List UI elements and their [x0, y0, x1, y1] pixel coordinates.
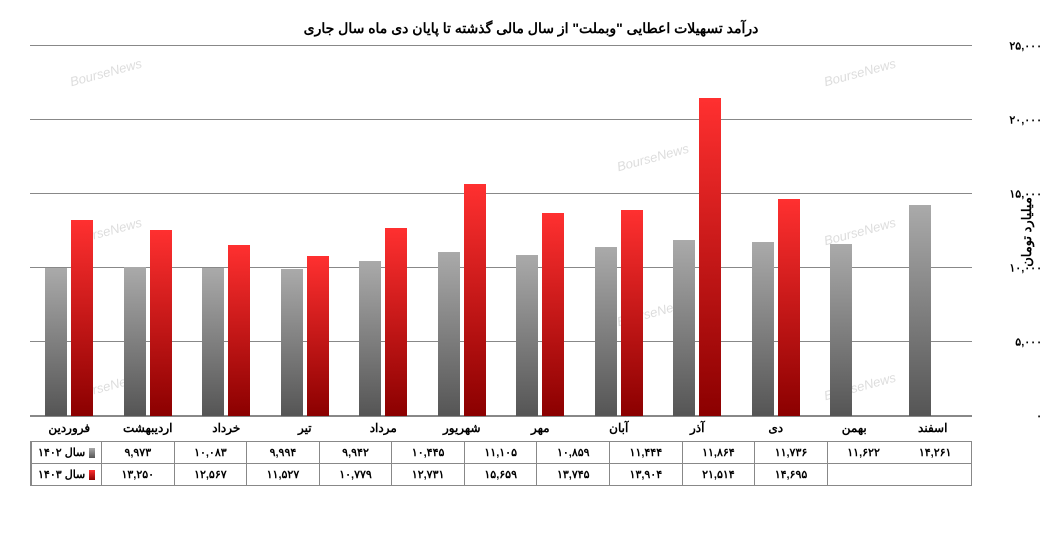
month-group: [501, 47, 580, 416]
plot-area: میلیارد تومان ۰۵,۰۰۰۱۰,۰۰۰۱۵,۰۰۰۲۰,۰۰۰۲۵…: [30, 47, 972, 417]
bar: [909, 205, 931, 416]
x-label: آذر: [658, 417, 737, 441]
bar: [516, 255, 538, 416]
bar: [595, 247, 617, 416]
data-table: سال ۱۴۰۲ ۹,۹۷۳۱۰,۰۸۳۹,۹۹۴۹,۹۴۲۱۰,۴۴۵۱۱,۱۰…: [30, 441, 972, 486]
data-cell: ۱۱,۵۲۷: [246, 464, 319, 485]
data-cell: ۱۰,۰۸۳: [174, 442, 247, 463]
y-axis: ۰۵,۰۰۰۱۰,۰۰۰۱۵,۰۰۰۲۰,۰۰۰۲۵,۰۰۰: [982, 47, 1042, 416]
bar: [673, 240, 695, 416]
month-group: [30, 47, 109, 416]
table-row: سال ۱۴۰۳ ۱۳,۲۵۰۱۲,۵۶۷۱۱,۵۲۷۱۰,۷۷۹۱۲,۷۳۱۱۵…: [31, 464, 971, 485]
data-cell: ۱۱,۸۶۴: [682, 442, 755, 463]
data-cell: ۱۱,۴۴۴: [609, 442, 682, 463]
data-cell: ۹,۹۴۲: [319, 442, 392, 463]
x-label: بهمن: [815, 417, 894, 441]
data-cell: ۱۴,۲۶۱: [899, 442, 971, 463]
month-group: [894, 47, 973, 416]
bar: [124, 267, 146, 416]
x-label: تیر: [266, 417, 345, 441]
month-group: [580, 47, 659, 416]
data-cell: ۱۰,۷۷۹: [319, 464, 392, 485]
table-row: سال ۱۴۰۲ ۹,۹۷۳۱۰,۰۸۳۹,۹۹۴۹,۹۴۲۱۰,۴۴۵۱۱,۱۰…: [31, 442, 971, 464]
legend-cell: سال ۱۴۰۳: [31, 464, 101, 485]
x-label: آبان: [580, 417, 659, 441]
x-label: فروردین: [30, 417, 109, 441]
data-cell: ۱۲,۵۶۷: [174, 464, 247, 485]
chart-title: درآمد تسهیلات اعطایی "وبملت" از سال مالی…: [20, 20, 1042, 37]
month-group: [737, 47, 816, 416]
bars-region: [30, 47, 972, 416]
data-cell: ۱۵,۶۵۹: [464, 464, 537, 485]
bar: [752, 242, 774, 416]
data-cell: [899, 464, 971, 485]
bar: [830, 244, 852, 416]
chart-container: درآمد تسهیلات اعطایی "وبملت" از سال مالی…: [20, 20, 1042, 526]
month-group: [423, 47, 502, 416]
y-tick: ۰: [1036, 410, 1042, 423]
bar: [150, 230, 172, 416]
y-tick: ۲۵,۰۰۰: [1009, 40, 1042, 53]
bar: [45, 268, 67, 416]
bar: [71, 220, 93, 416]
data-cell: ۱۲,۷۳۱: [391, 464, 464, 485]
data-cell: ۱۴,۶۹۵: [754, 464, 827, 485]
x-label: مرداد: [344, 417, 423, 441]
x-label: خرداد: [187, 417, 266, 441]
data-cell: ۱۰,۸۵۹: [536, 442, 609, 463]
bar: [281, 269, 303, 416]
legend-swatch: [89, 470, 95, 480]
y-tick: ۱۵,۰۰۰: [1009, 188, 1042, 201]
data-cell: ۱۱,۷۳۶: [754, 442, 827, 463]
bar: [778, 199, 800, 416]
month-group: [658, 47, 737, 416]
x-label: مهر: [501, 417, 580, 441]
bar: [202, 268, 224, 416]
month-group: [109, 47, 188, 416]
data-cell: ۱۰,۴۴۵: [391, 442, 464, 463]
month-group: [266, 47, 345, 416]
legend-text: سال ۱۴۰۲: [38, 446, 85, 459]
x-axis-labels: فروردیناردیبهشتخردادتیرمردادشهریورمهرآبا…: [30, 417, 972, 441]
month-group: [187, 47, 266, 416]
data-cell: ۱۳,۷۴۵: [536, 464, 609, 485]
data-cell: ۲۱,۵۱۴: [682, 464, 755, 485]
month-group: [815, 47, 894, 416]
x-label: دی: [737, 417, 816, 441]
x-label: شهریور: [423, 417, 502, 441]
data-cell: ۱۱,۶۲۲: [827, 442, 900, 463]
bar: [438, 252, 460, 416]
data-cell: ۱۳,۲۵۰: [101, 464, 174, 485]
bar: [228, 245, 250, 416]
y-tick: ۲۰,۰۰۰: [1009, 114, 1042, 127]
bar: [385, 228, 407, 416]
bar: [621, 210, 643, 416]
bar: [359, 261, 381, 416]
y-tick: ۵,۰۰۰: [1015, 336, 1042, 349]
data-cell: ۱۳,۹۰۴: [609, 464, 682, 485]
x-label: اسفند: [894, 417, 973, 441]
gridline: [30, 45, 972, 46]
x-label: اردیبهشت: [109, 417, 188, 441]
legend-cell: سال ۱۴۰۲: [31, 442, 101, 463]
data-cell: [827, 464, 900, 485]
data-cell: ۱۱,۱۰۵: [464, 442, 537, 463]
data-cell: ۹,۹۷۳: [101, 442, 174, 463]
legend-text: سال ۱۴۰۳: [38, 468, 85, 481]
bar: [699, 98, 721, 416]
y-tick: ۱۰,۰۰۰: [1009, 262, 1042, 275]
legend-swatch: [89, 448, 95, 458]
bar: [464, 184, 486, 416]
bar: [307, 256, 329, 416]
bar: [542, 213, 564, 416]
data-cell: ۹,۹۹۴: [246, 442, 319, 463]
month-group: [344, 47, 423, 416]
